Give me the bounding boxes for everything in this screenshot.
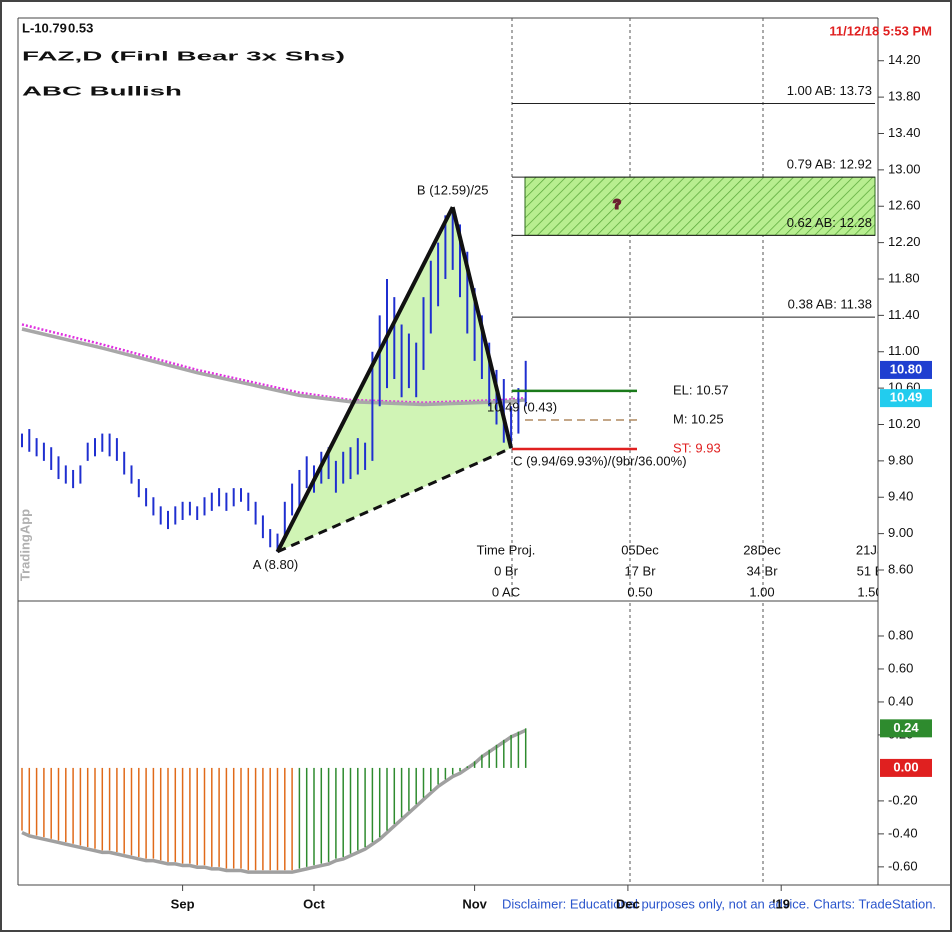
time-projection-cell: 1.00 xyxy=(749,584,774,599)
value-box-label: 10.80 xyxy=(890,361,923,376)
x-tick-label: '19 xyxy=(772,896,790,911)
y-tick-label: 10.20 xyxy=(888,416,921,431)
fib-label: 0.62 AB: 12.28 xyxy=(787,215,872,230)
value-box-label: 0.24 xyxy=(893,720,919,735)
time-projection-cell: 1.50 xyxy=(857,584,882,599)
watermark: TradingApp xyxy=(17,509,32,581)
time-projection-cell: 0 AC xyxy=(492,584,520,599)
trade-label: M: 10.25 xyxy=(673,411,724,426)
time-projection-cell: 05Dec xyxy=(621,542,659,557)
point-label: A (8.80) xyxy=(253,557,299,572)
y-tick-label: -0.20 xyxy=(888,792,918,807)
y-tick-label: 12.60 xyxy=(888,198,921,213)
disclaimer: Disclaimer: Educational purposes only, n… xyxy=(502,896,936,911)
y-tick-label: 9.00 xyxy=(888,525,913,540)
y-tick-label: 11.00 xyxy=(888,343,920,358)
fib-label: 0.79 AB: 12.92 xyxy=(787,157,872,172)
moving-average xyxy=(21,327,526,407)
y-tick-label: -0.60 xyxy=(888,858,918,873)
x-tick-label: Oct xyxy=(303,896,325,911)
value-box xyxy=(880,360,932,379)
value-box xyxy=(880,389,932,408)
value-box-label: 0.00 xyxy=(893,759,918,774)
timestamp: 11/12/18 5:53 PM xyxy=(829,23,932,38)
oscillator-line xyxy=(21,728,527,874)
time-projection-cell: Time Proj. xyxy=(477,542,536,557)
value-box xyxy=(880,719,932,738)
value-box xyxy=(880,758,932,777)
time-projection-cell: 28Dec xyxy=(743,542,781,557)
oscillator-panel xyxy=(21,603,764,885)
time-projection-cell: 51 B xyxy=(857,563,884,578)
target-zone xyxy=(524,176,876,236)
y-tick-label: 9.40 xyxy=(888,489,913,504)
y-tick-label: -0.40 xyxy=(888,825,918,840)
y-tick-label: 11.80 xyxy=(888,270,920,285)
y-tick-label: 12.20 xyxy=(888,234,921,249)
time-projection-cell: 21Ja xyxy=(856,542,885,557)
y-tick-label: 11.40 xyxy=(888,307,920,322)
moving-average xyxy=(21,323,526,404)
chart-subtitle: ABC Bullish xyxy=(22,83,182,98)
y-tick-label: 0.80 xyxy=(888,627,913,642)
x-tick-label: Nov xyxy=(462,896,487,911)
time-projection-cell: 0.50 xyxy=(627,584,652,599)
chart-title: FAZ,D (Finl Bear 3x Shs) xyxy=(22,48,345,63)
retrace-label: 10.49 (0.43) xyxy=(487,399,557,414)
y-tick-label: 0.40 xyxy=(888,693,913,708)
point-label: B (12.59)/25 xyxy=(417,183,489,198)
value-box-label: 10.49 xyxy=(890,390,923,405)
status-last: L-10.79 xyxy=(22,20,67,35)
y-tick-label: 14.20 xyxy=(888,52,921,67)
trade-label: ST: 9.93 xyxy=(673,440,721,455)
question-mark: ? xyxy=(613,196,621,211)
status-change: 0.53 xyxy=(68,20,93,35)
leg-ac xyxy=(276,446,512,554)
fib-label: 1.00 AB: 13.73 xyxy=(787,83,872,98)
leg-bc xyxy=(450,206,514,449)
leg-ab xyxy=(275,206,455,553)
y-tick-label: 8.60 xyxy=(888,561,913,576)
annotation-layer: L-10.79 0.53 FAZ,D (Finl Bear 3x Shs) AB… xyxy=(17,18,936,911)
x-tick-label: Sep xyxy=(171,896,195,911)
time-projection-cell: 34 Br xyxy=(746,563,778,578)
time-projection-cell: 0 Br xyxy=(494,563,519,578)
x-tick-label: Dec xyxy=(616,896,640,911)
time-projection-cell: 17 Br xyxy=(624,563,656,578)
y-tick-label: 9.80 xyxy=(888,452,913,467)
y-tick-label: 13.40 xyxy=(888,125,921,140)
trade-label: EL: 10.57 xyxy=(673,382,729,397)
price-panel: 1.00 AB: 13.73 0.79 AB: 12.92 0.62 AB: 12.… xyxy=(21,18,885,600)
y-tick-label: 13.00 xyxy=(888,161,921,176)
y-tick-label: 0.60 xyxy=(888,660,913,675)
y-tick-label: 13.80 xyxy=(888,89,921,104)
point-label: C (9.94/69.93%)/(9br/36.00%) xyxy=(513,454,686,469)
fib-label: 0.38 AB: 11.38 xyxy=(788,297,872,312)
